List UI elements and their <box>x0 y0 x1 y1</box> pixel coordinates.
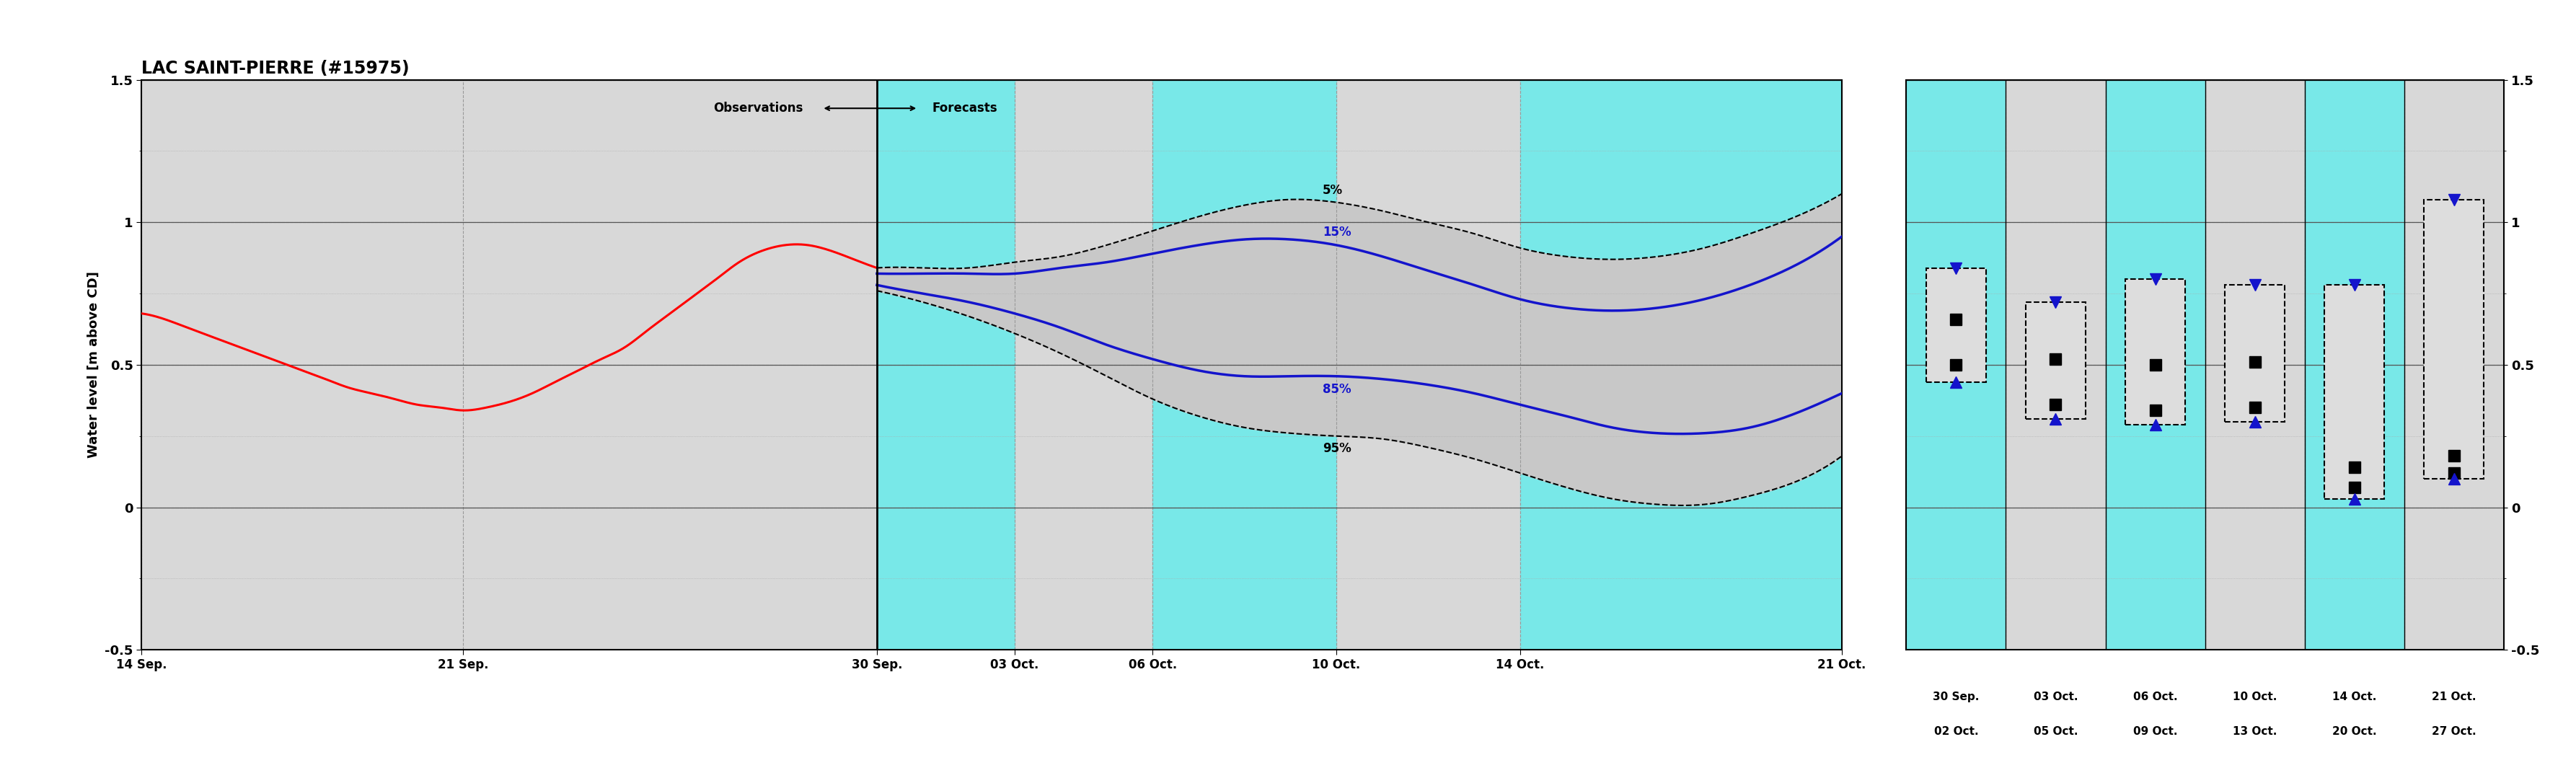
Bar <box>1151 80 1337 650</box>
Bar <box>2324 285 2385 499</box>
Text: 05 Oct.: 05 Oct. <box>2032 726 2079 736</box>
Text: 95%: 95% <box>1321 442 1352 455</box>
Text: LAC SAINT-PIERRE (#15975): LAC SAINT-PIERRE (#15975) <box>142 60 410 78</box>
Text: 5%: 5% <box>1321 184 1342 197</box>
Bar <box>1927 268 1986 382</box>
Y-axis label: Water level [m above CD]: Water level [m above CD] <box>88 271 100 458</box>
Bar <box>2306 80 2403 650</box>
Bar <box>2424 199 2483 479</box>
Bar <box>2205 80 2306 650</box>
Text: 21 Oct.: 21 Oct. <box>2432 692 2476 702</box>
Text: 27 Oct.: 27 Oct. <box>2432 726 2476 736</box>
Text: 15%: 15% <box>1321 226 1352 239</box>
Bar <box>2025 302 2087 419</box>
Text: 20 Oct.: 20 Oct. <box>2331 726 2378 736</box>
Bar <box>2125 280 2184 425</box>
Text: 06 Oct.: 06 Oct. <box>2133 692 2177 702</box>
Text: Forecasts: Forecasts <box>933 102 997 115</box>
Text: 30 Sep.: 30 Sep. <box>1932 692 1978 702</box>
Text: 10 Oct.: 10 Oct. <box>2233 692 2277 702</box>
Bar <box>2226 285 2285 422</box>
Bar <box>2403 80 2504 650</box>
Text: 03 Oct.: 03 Oct. <box>2032 692 2079 702</box>
Text: 14 Oct.: 14 Oct. <box>2331 692 2378 702</box>
Text: Observations: Observations <box>714 102 804 115</box>
Text: 09 Oct.: 09 Oct. <box>2133 726 2177 736</box>
Bar <box>1520 80 1842 650</box>
Bar <box>1906 80 2007 650</box>
Text: 02 Oct.: 02 Oct. <box>1935 726 1978 736</box>
Bar <box>2105 80 2205 650</box>
Text: 85%: 85% <box>1321 383 1352 396</box>
Bar <box>876 80 1015 650</box>
Text: 13 Oct.: 13 Oct. <box>2233 726 2277 736</box>
Bar <box>2007 80 2105 650</box>
